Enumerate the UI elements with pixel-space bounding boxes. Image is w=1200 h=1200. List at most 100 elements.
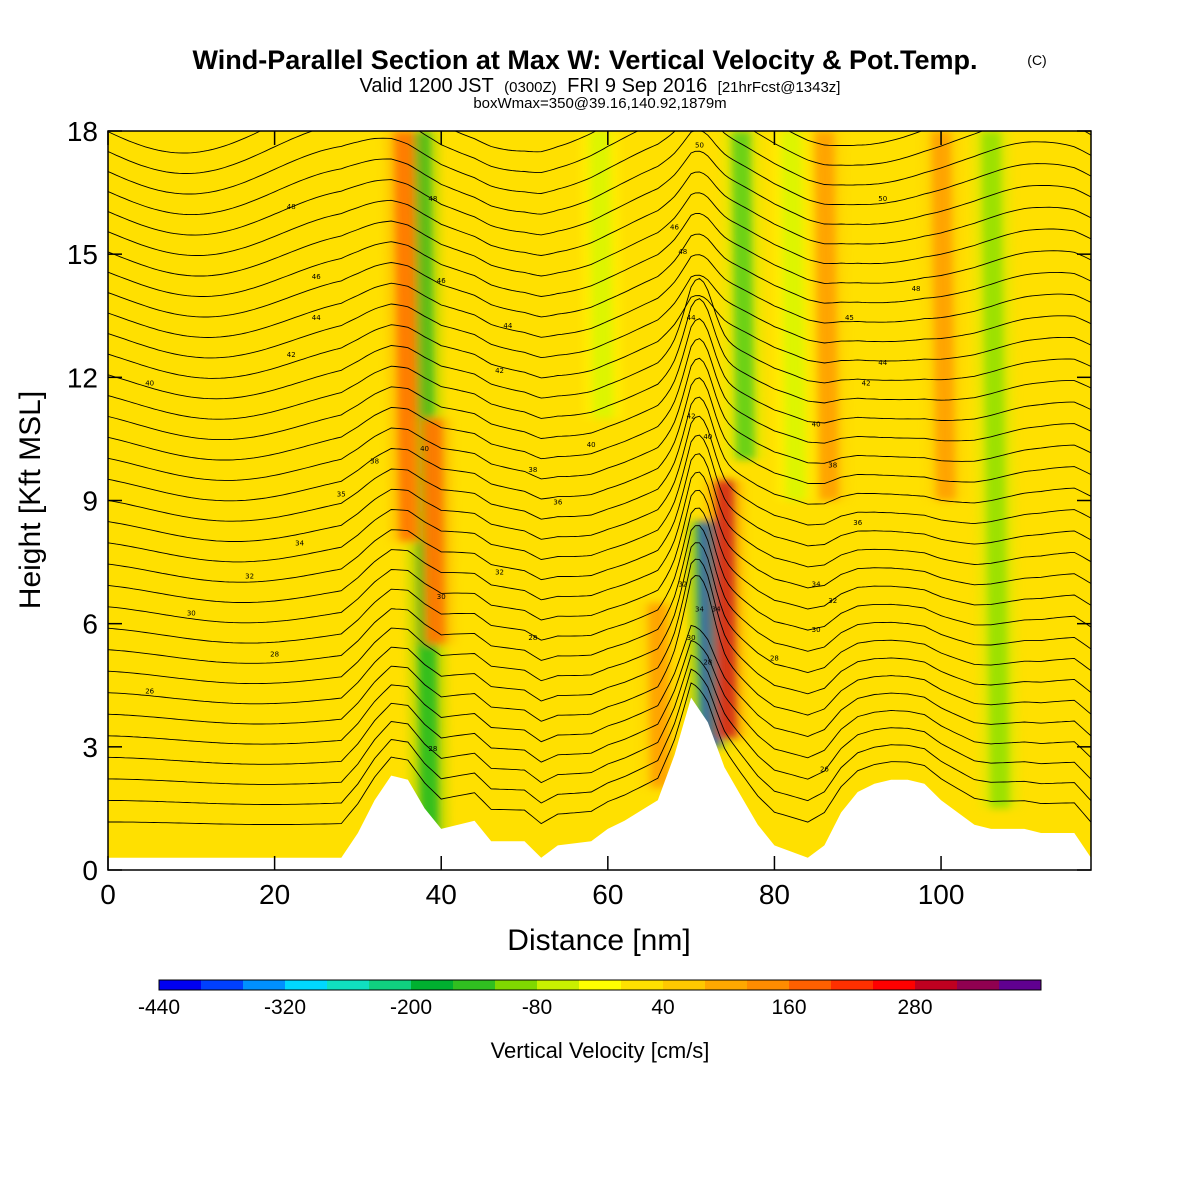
x-tick-label: 60 — [592, 879, 623, 910]
colorbar-tick-label: 160 — [771, 996, 806, 1019]
theta-contour — [108, 357, 1091, 481]
y-tick-label: 15 — [67, 239, 98, 270]
contour-label: 30 — [187, 609, 196, 617]
velocity-feature-halo — [921, 131, 966, 501]
colorbar-swatch — [789, 980, 832, 990]
contour-label: 48 — [912, 285, 921, 293]
colorbar-tick-label: -200 — [390, 996, 432, 1019]
x-tick-label: 20 — [259, 879, 290, 910]
contour-label: 48 — [287, 203, 296, 211]
colorbar-swatch — [705, 980, 748, 990]
contour-label: 44 — [687, 314, 696, 322]
colorbar-swatch — [285, 980, 328, 990]
valid-prefix: Valid 1200 JST — [360, 75, 494, 97]
contour-label: 35 — [337, 490, 346, 498]
theta-contour — [108, 150, 1091, 236]
theta-contour — [108, 254, 1091, 338]
theta-contour — [108, 295, 1091, 379]
theta-contour — [108, 668, 1091, 805]
contour-label: 38 — [370, 458, 379, 466]
x-axis: 0 20 40 60 80 100 — [100, 131, 964, 910]
contour-label: 38 — [528, 466, 537, 474]
contour-label: 30 — [812, 626, 821, 634]
theta-contour — [108, 131, 1091, 216]
y-axis-label: Height [Kft MSL] — [14, 391, 47, 609]
colorbar-swatch — [999, 980, 1042, 990]
contour-labels: 26 28 30 32 34 35 38 40 42 44 46 48 40 30 28 46 48 32 28 38… — [145, 141, 920, 773]
colorbar: -440 -320 -200 -80 40 160 280 — [138, 979, 1042, 1019]
contour-label: 44 — [878, 359, 887, 367]
theta-contour — [108, 192, 1091, 277]
colorbar-tick-label: -80 — [522, 996, 552, 1019]
contour-label: 26 — [820, 765, 829, 773]
colorbar-tick-label: -440 — [138, 996, 180, 1019]
theta-contour — [108, 682, 1091, 825]
contour-label: 30 — [437, 593, 446, 601]
colorbar-swatch — [537, 980, 580, 990]
contour-label: 32 — [245, 573, 254, 581]
contour-label: 32 — [828, 597, 837, 605]
terrain — [108, 697, 1091, 870]
x-axis-label: Distance [nm] — [507, 924, 690, 957]
contour-label: 34 — [295, 540, 304, 548]
contour-label: 34 — [812, 581, 821, 589]
theta-contour — [108, 624, 1091, 745]
valid-utc: (0300Z) — [504, 79, 557, 96]
theta-contour — [108, 575, 1091, 725]
x-tick-label: 100 — [918, 879, 965, 910]
contour-label: 40 — [587, 441, 596, 449]
velocity-feature-halo — [721, 131, 766, 460]
contour-label: 38 — [828, 462, 837, 470]
contour-label: 40 — [420, 445, 429, 453]
colorbar-swatch — [411, 980, 454, 990]
contour-label: 45 — [845, 314, 854, 322]
theta-contour — [108, 525, 1091, 664]
theta-contour — [108, 471, 1091, 603]
velocity-feature-halo — [579, 131, 624, 419]
plot-area: 26 28 30 32 34 35 38 40 42 44 46 48 40 30 28 46 48 32 28 38… — [108, 131, 1091, 870]
theta-contour — [108, 453, 1091, 583]
contour-label: 46 — [670, 224, 679, 232]
theta-contour — [108, 131, 1091, 174]
theta-contour — [108, 377, 1091, 502]
theta-contour — [108, 318, 1091, 441]
colorbar-swatch — [663, 980, 706, 990]
theta-contour — [108, 171, 1091, 256]
contour-label: 42 — [287, 351, 296, 359]
potential-temperature-contours — [108, 131, 1091, 825]
colorbar-swatch — [453, 980, 496, 990]
velocity-feature-halo — [771, 131, 816, 501]
contour-label: 28 — [528, 634, 537, 642]
contour-label: 44 — [312, 314, 321, 322]
colorbar-swatch — [915, 980, 958, 990]
colorbar-swatch — [831, 980, 874, 990]
colorbar-swatch — [495, 980, 538, 990]
velocity-feature-halo — [971, 131, 1020, 809]
theta-contour — [108, 654, 1091, 785]
x-tick-label: 0 — [100, 879, 116, 910]
theta-contour — [108, 434, 1091, 563]
theta-contour — [108, 213, 1091, 297]
contour-label: 32 — [678, 581, 687, 589]
contour-label: 42 — [495, 367, 504, 375]
contour-label: 34 — [695, 605, 704, 613]
contour-label: 36 — [553, 499, 562, 507]
colorbar-tick-label: -320 — [264, 996, 306, 1019]
contour-label: 26 — [145, 687, 154, 695]
contour-label: 28 — [270, 651, 279, 659]
contour-label: 28 — [770, 655, 779, 663]
theta-contour — [108, 558, 1091, 705]
theta-contour — [108, 338, 1091, 461]
colorbar-swatch — [159, 980, 202, 990]
contour-label: 50 — [695, 141, 704, 149]
theta-contour — [108, 274, 1091, 359]
colorbar-frame — [158, 979, 1042, 991]
contour-label: 28 — [703, 659, 712, 667]
theta-contour — [108, 396, 1091, 522]
colorbar-swatch — [957, 980, 1000, 990]
contour-label: 48 — [428, 195, 437, 203]
y-tick-label: 6 — [82, 609, 98, 640]
contour-label: 30 — [687, 634, 696, 642]
contour-label: 46 — [312, 273, 321, 281]
